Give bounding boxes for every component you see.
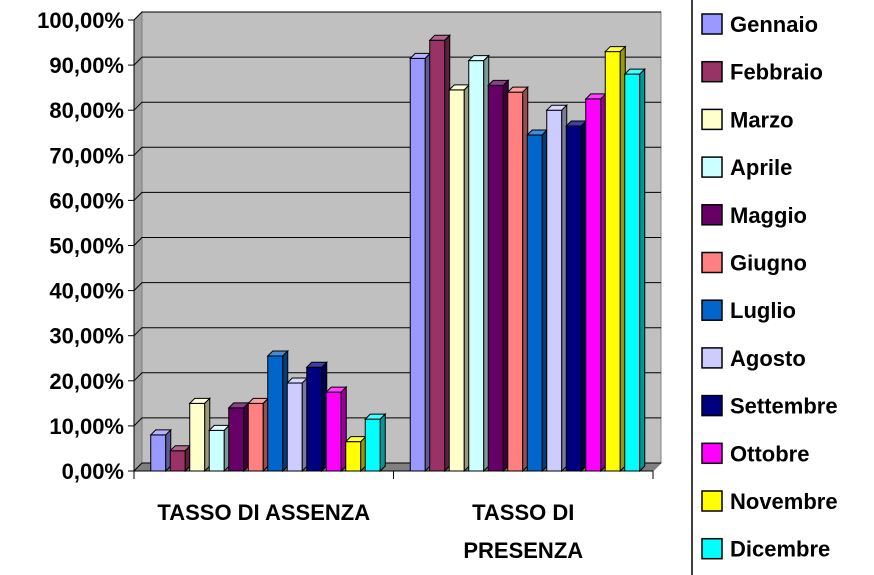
legend-label: Settembre <box>730 394 838 419</box>
bar-agosto-presenza <box>545 103 568 473</box>
bar-giugno-presenza <box>506 85 529 473</box>
legend-label: Febbraio <box>730 60 823 85</box>
legend-item-giugno: Giugno <box>701 251 807 276</box>
legend: Gennaio Febbraio Marzo Aprile Maggio Giugno Lu… <box>691 0 838 575</box>
bar-maggio-presenza <box>487 79 510 473</box>
bar-marzo-presenza <box>448 83 471 473</box>
legend-swatch <box>701 299 723 321</box>
y-tick-label: 30,00% <box>49 324 124 349</box>
legend-label: Novembre <box>730 489 838 514</box>
legend-swatch <box>701 204 723 226</box>
bar-dicembre-assenza <box>364 412 387 473</box>
x-category-label: TASSO DI ASSENZA <box>157 500 370 525</box>
bar-agosto-assenza <box>286 376 309 473</box>
y-tick-label: 70,00% <box>49 143 124 168</box>
legend-swatch <box>701 156 723 178</box>
bar-novembre-presenza <box>604 45 627 473</box>
legend-item-agosto: Agosto <box>701 346 806 371</box>
legend-swatch <box>701 13 723 35</box>
legend-swatch <box>701 394 723 417</box>
bar-maggio-assenza <box>227 401 250 473</box>
legend-swatch <box>701 442 723 465</box>
bar-settembre-presenza <box>565 119 588 473</box>
legend-item-marzo: Marzo <box>701 107 794 132</box>
legend-item-maggio: Maggio <box>701 203 807 228</box>
legend-item-settembre: Settembre <box>701 394 838 419</box>
bar-aprile-assenza <box>208 424 231 473</box>
y-tick-label: 20,00% <box>49 369 124 394</box>
legend-label: Aprile <box>730 155 792 180</box>
legend-label: Giugno <box>730 251 807 276</box>
bars <box>149 34 646 473</box>
y-tick-label: 10,00% <box>49 414 124 439</box>
bar-febbraio-presenza <box>428 34 451 473</box>
legend-label: Agosto <box>730 346 806 371</box>
bar-ottobre-assenza <box>325 385 348 473</box>
bar-dicembre-presenza <box>623 67 646 473</box>
y-tick-label: 90,00% <box>49 53 124 78</box>
bar-luglio-assenza <box>266 349 289 473</box>
x-category-label: TASSO DI PRESENZA <box>463 500 583 563</box>
bar-gennaio-assenza <box>149 428 172 473</box>
legend-item-novembre: Novembre <box>701 489 838 514</box>
bar-novembre-assenza <box>344 435 367 473</box>
y-tick-label: 80,00% <box>49 98 124 123</box>
legend-label: Marzo <box>730 107 794 132</box>
legend-item-febbraio: Febbraio <box>701 60 823 85</box>
bar-febbraio-assenza <box>169 444 192 473</box>
y-axis: 0,00% 10,00% 20,00% 30,00% 40,00% 50,00% 60,00… <box>37 8 135 484</box>
bar-aprile-presenza <box>467 54 490 473</box>
bar-giugno-assenza <box>247 397 270 473</box>
legend-item-ottobre: Ottobre <box>701 441 809 466</box>
legend-label: Ottobre <box>730 441 809 466</box>
legend-label: Luglio <box>730 298 796 323</box>
legend-swatch <box>701 60 723 83</box>
legend-item-luglio: Luglio <box>701 298 796 323</box>
legend-swatch <box>701 490 723 512</box>
bar-luglio-presenza <box>526 128 549 473</box>
legend-swatch <box>701 108 723 131</box>
legend-item-aprile: Aprile <box>701 155 792 180</box>
legend-label: Dicembre <box>730 537 830 562</box>
x-axis: TASSO DI ASSENZA TASSO DI PRESENZA <box>133 470 654 563</box>
bar-marzo-assenza <box>188 397 211 473</box>
bar-gennaio-presenza <box>409 52 432 473</box>
legend-swatch <box>701 347 723 369</box>
legend-label: Maggio <box>730 203 807 228</box>
legend-swatch <box>701 251 723 274</box>
legend-swatch <box>701 537 723 560</box>
legend-item-gennaio: Gennaio <box>701 12 818 37</box>
bar-settembre-assenza <box>305 361 328 473</box>
y-tick-label: 100,00% <box>37 8 124 33</box>
bar-ottobre-presenza <box>584 92 607 473</box>
y-tick-label: 0,00% <box>62 459 124 484</box>
gridline <box>133 11 661 21</box>
y-tick-label: 50,00% <box>49 234 124 259</box>
legend-item-dicembre: Dicembre <box>701 537 830 562</box>
y-tick-label: 40,00% <box>49 279 124 304</box>
y-tick-label: 60,00% <box>49 188 124 213</box>
legend-label: Gennaio <box>730 12 818 37</box>
